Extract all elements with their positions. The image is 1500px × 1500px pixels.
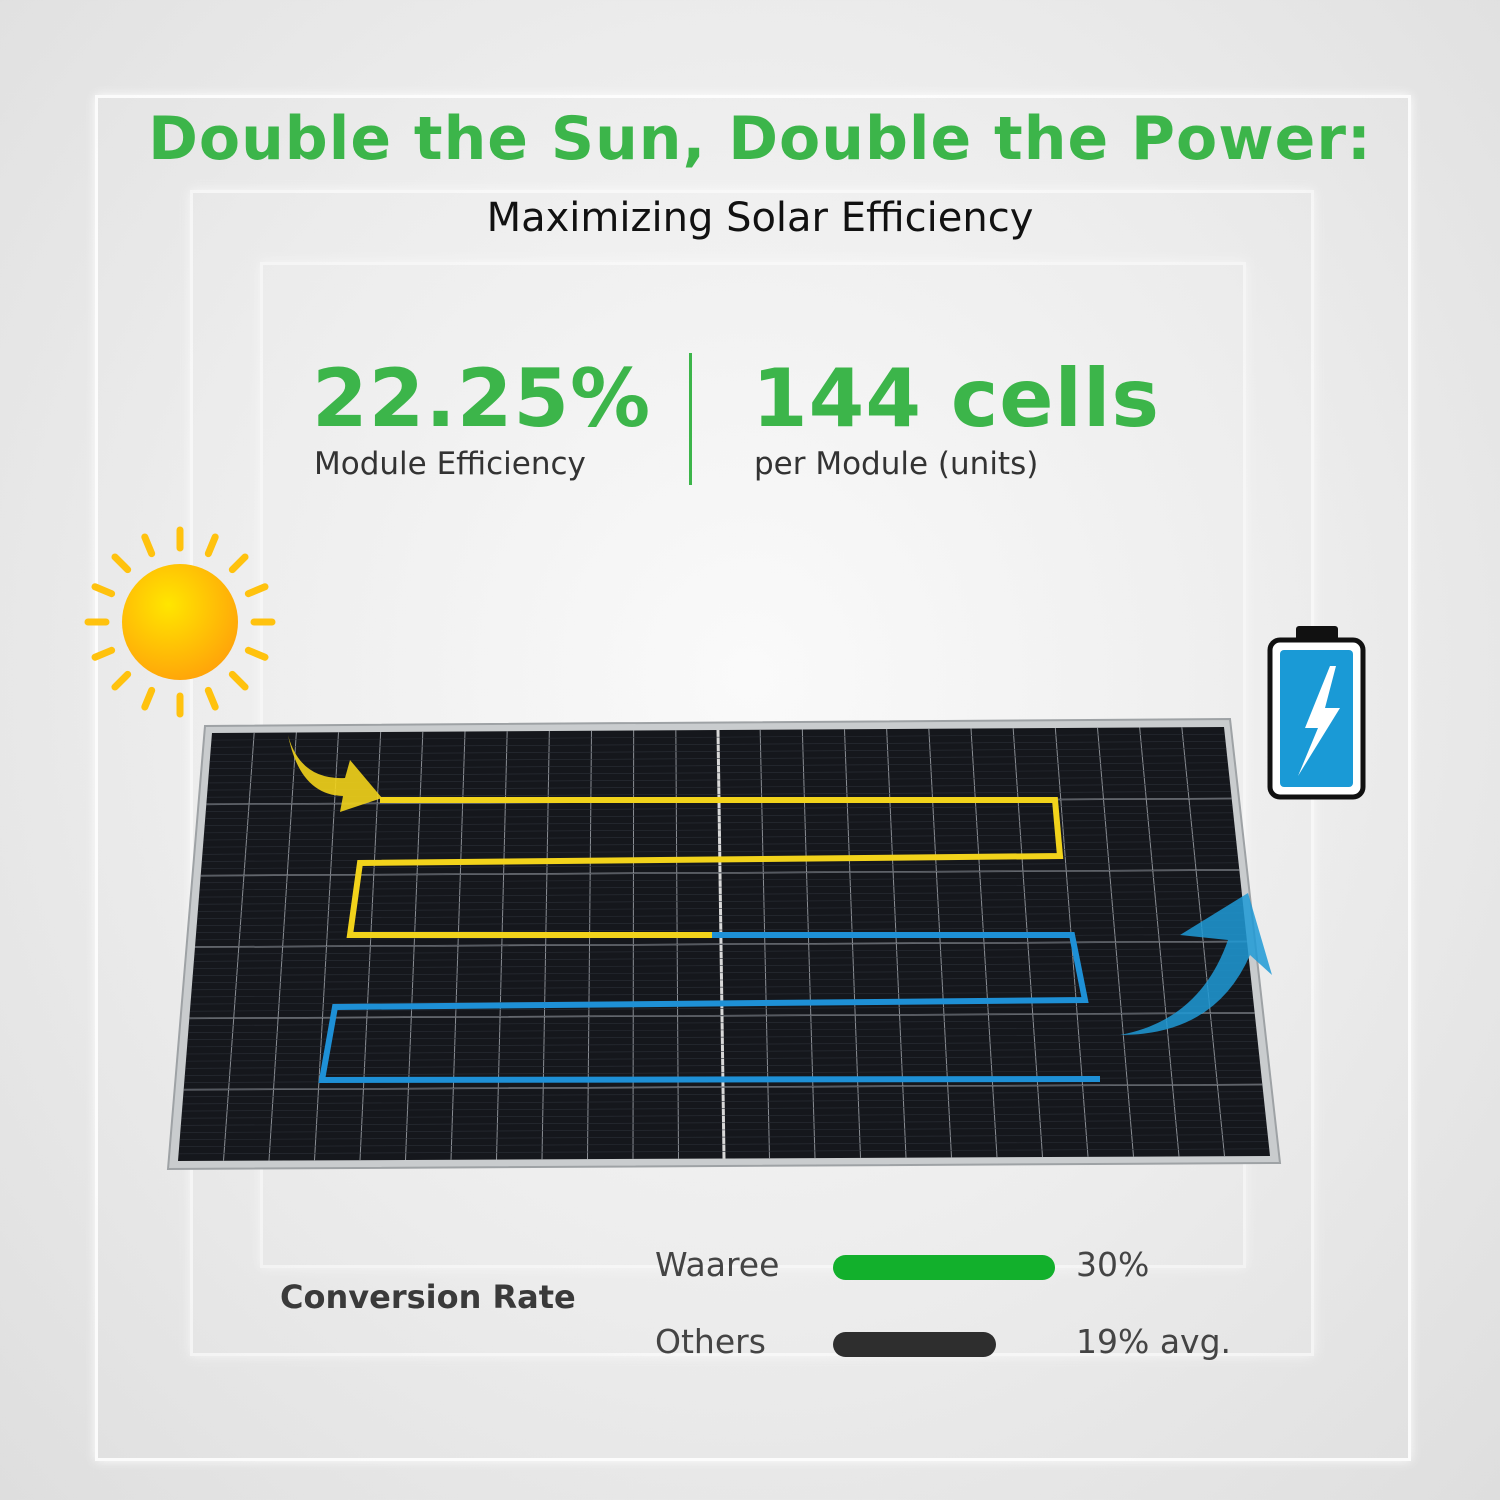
- sun-ray: [141, 686, 156, 711]
- current-path-in: [346, 797, 1064, 938]
- cell-busbar: [202, 848, 1238, 855]
- cell-busbar: [193, 962, 1250, 969]
- cell-busbar: [210, 748, 1227, 755]
- page-subtitle: Maximizing Solar Efficiency: [486, 195, 1034, 241]
- cell-busbar: [185, 1055, 1260, 1062]
- solar-panel: [166, 717, 1282, 1171]
- sun-ray: [91, 646, 116, 661]
- cell-busbar: [209, 755, 1228, 762]
- cell-busbar: [207, 783, 1231, 791]
- cell-busbar: [200, 869, 1240, 876]
- battery-charging-icon: [1267, 626, 1366, 800]
- cell-busbar: [208, 776, 1230, 784]
- cells-label: per Module (units): [754, 446, 1039, 482]
- cell-busbar: [181, 1112, 1266, 1119]
- cell-busbar: [192, 976, 1251, 983]
- current-path-out: [318, 932, 1101, 1084]
- waaree-value: 30%: [1076, 1245, 1150, 1284]
- others-bar: [833, 1332, 996, 1357]
- cell-busbar: [205, 812, 1234, 819]
- conversion-rate-title: Conversion Rate: [280, 1278, 576, 1316]
- cell-busbar: [189, 1005, 1254, 1012]
- cell-busbar: [210, 740, 1226, 748]
- flow-arrow-in: [288, 735, 382, 812]
- cell-busbar: [187, 1034, 1257, 1041]
- cell-busbar: [186, 1048, 1259, 1055]
- efficiency-label: Module Efficiency: [314, 446, 586, 482]
- sun-ray: [111, 670, 132, 691]
- cell-busbar: [202, 841, 1237, 848]
- cell-busbar: [193, 955, 1249, 962]
- cell-busbar: [204, 826, 1235, 834]
- efficiency-value: 22.25%: [312, 352, 652, 445]
- cell-busbar: [205, 805, 1233, 812]
- cell-busbar: [181, 1105, 1265, 1112]
- cell-busbar: [199, 883, 1241, 891]
- cell-busbar: [178, 1148, 1270, 1155]
- sun-ray: [244, 583, 269, 598]
- page-title: Double the Sun, Double the Power:: [148, 104, 1372, 174]
- others-label: Others: [655, 1322, 766, 1361]
- cell-busbar: [197, 912, 1244, 919]
- cell-busbar: [191, 984, 1252, 991]
- bg-frame: [95, 95, 1411, 1461]
- cell-busbar: [183, 1084, 1263, 1090]
- cell-busbar: [208, 769, 1229, 777]
- sun-ray: [244, 646, 269, 661]
- cell-busbar: [184, 1069, 1261, 1076]
- sun-ray: [228, 670, 249, 691]
- cell-busbar: [200, 876, 1241, 884]
- cell-busbar: [183, 1091, 1264, 1098]
- sun-ray: [91, 583, 116, 598]
- cell-busbar: [189, 1012, 1255, 1019]
- cell-busbar: [203, 833, 1236, 841]
- cell-busbar: [182, 1098, 1264, 1105]
- stats-divider: [689, 353, 692, 485]
- waaree-bar: [833, 1255, 1055, 1280]
- cell-busbar: [191, 991, 1253, 998]
- flow-arrow-out: [1120, 893, 1272, 1035]
- cell-busbar: [188, 1027, 1257, 1033]
- cell-busbar: [204, 819, 1234, 827]
- sun-ray: [228, 553, 249, 574]
- cell-busbar: [196, 919, 1245, 926]
- sun-ray: [204, 686, 219, 711]
- sun-ray: [111, 553, 132, 574]
- cell-busbar: [198, 898, 1243, 905]
- sun-ray: [141, 533, 156, 558]
- sun-icon: [84, 526, 276, 718]
- cell-busbar: [197, 905, 1244, 912]
- cell-busbar: [188, 1019, 1256, 1026]
- cell-busbar: [211, 733, 1225, 741]
- others-value: 19% avg.: [1076, 1322, 1232, 1361]
- cell-busbar: [180, 1127, 1267, 1133]
- cell-busbar: [179, 1141, 1269, 1148]
- waaree-label: Waaree: [655, 1245, 780, 1284]
- cells-value: 144 cells: [752, 352, 1160, 445]
- sun-ray: [204, 533, 219, 558]
- cell-busbar: [209, 762, 1228, 769]
- cell-busbar: [201, 862, 1239, 869]
- cell-busbar: [192, 969, 1251, 976]
- cell-busbar: [180, 1119, 1267, 1126]
- cell-busbar: [185, 1062, 1261, 1069]
- cell-busbar: [196, 926, 1246, 934]
- cell-busbar: [198, 891, 1242, 898]
- cell-busbar: [187, 1041, 1258, 1048]
- cell-busbar: [179, 1134, 1268, 1140]
